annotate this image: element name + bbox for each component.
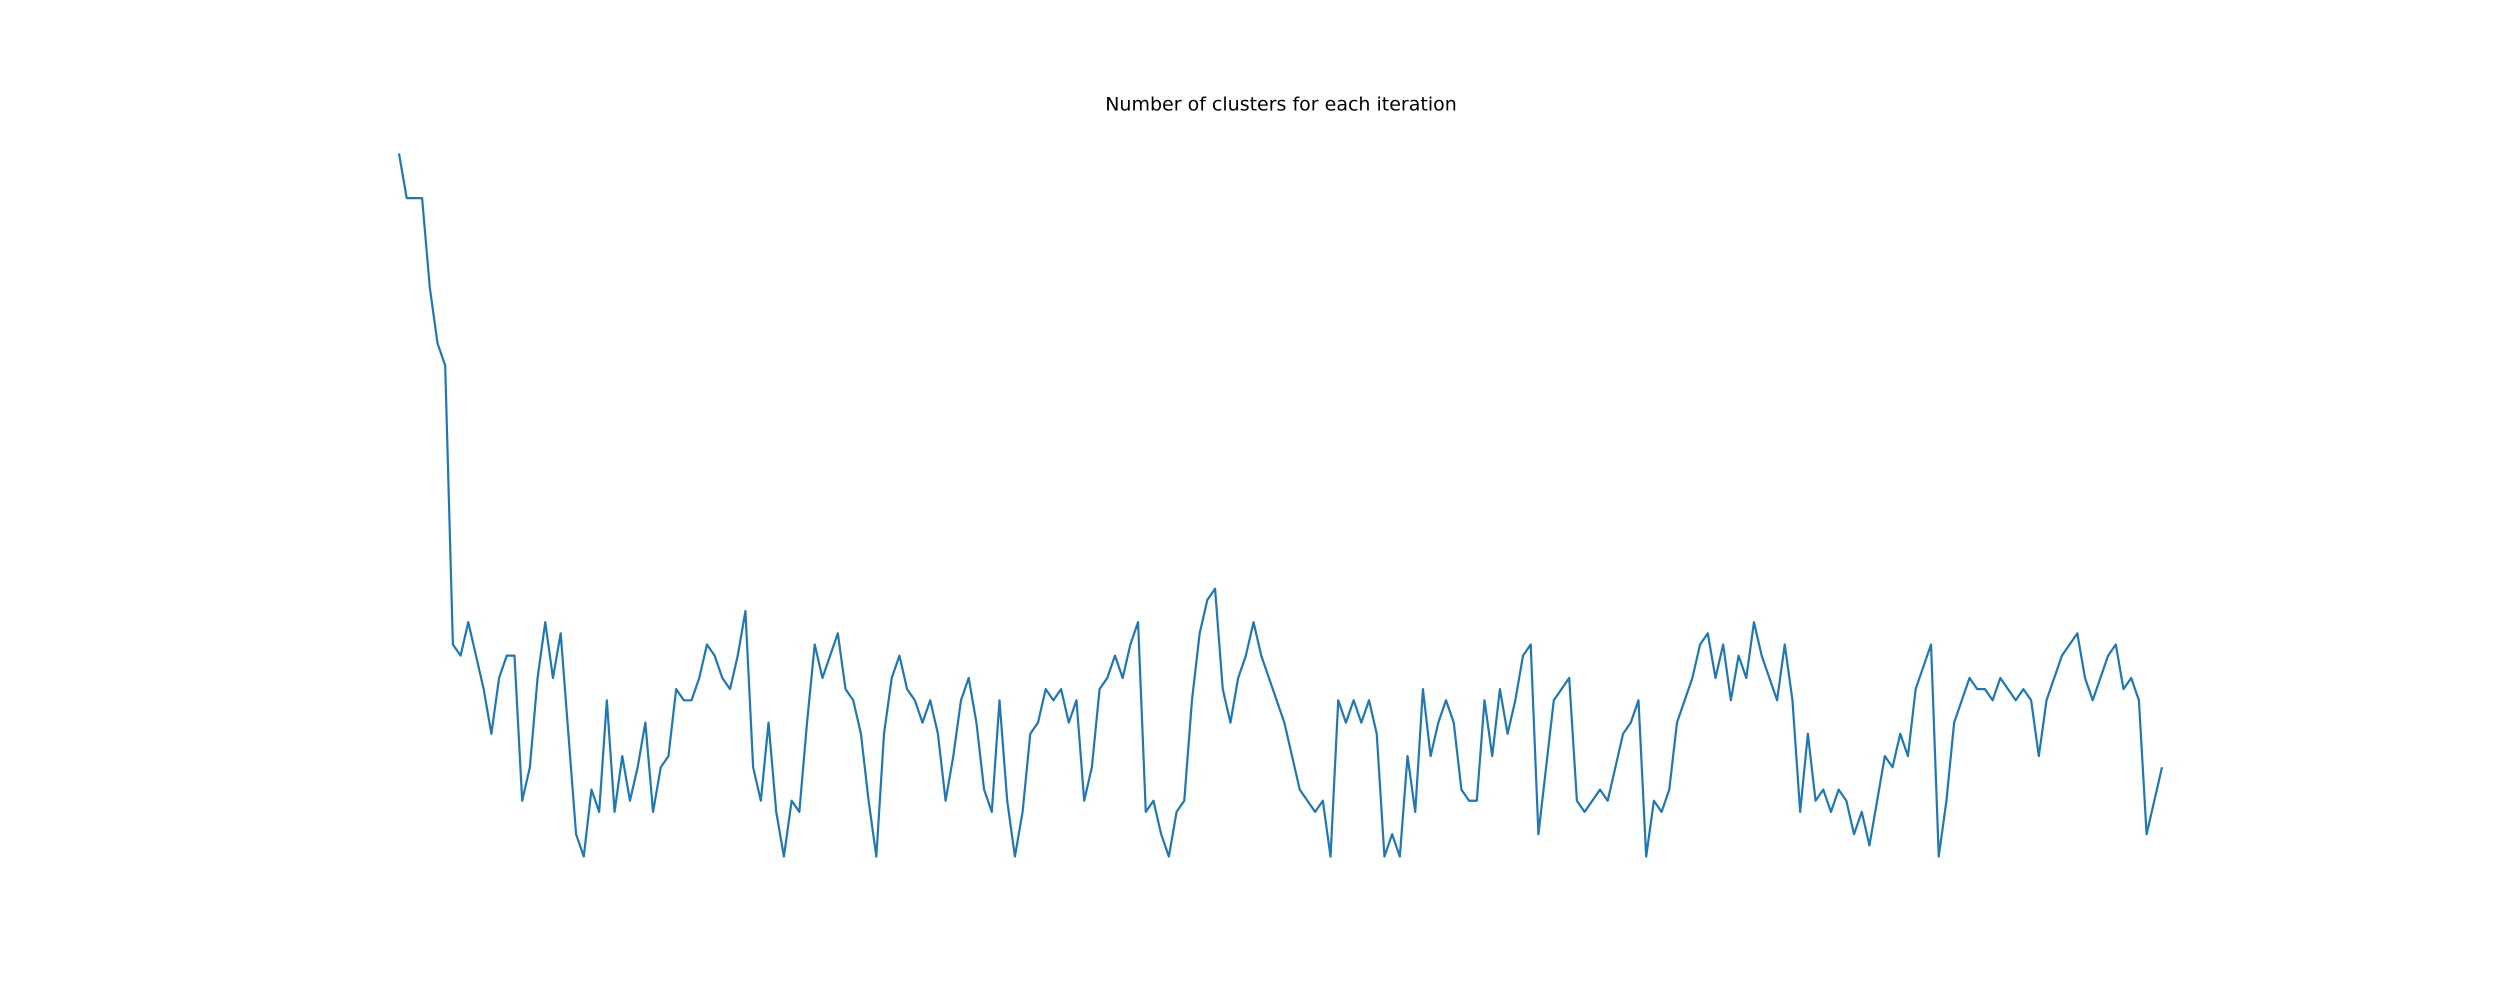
data-line xyxy=(397,153,2164,858)
chart-title: Number of clusters for each iteration xyxy=(1105,94,1457,116)
